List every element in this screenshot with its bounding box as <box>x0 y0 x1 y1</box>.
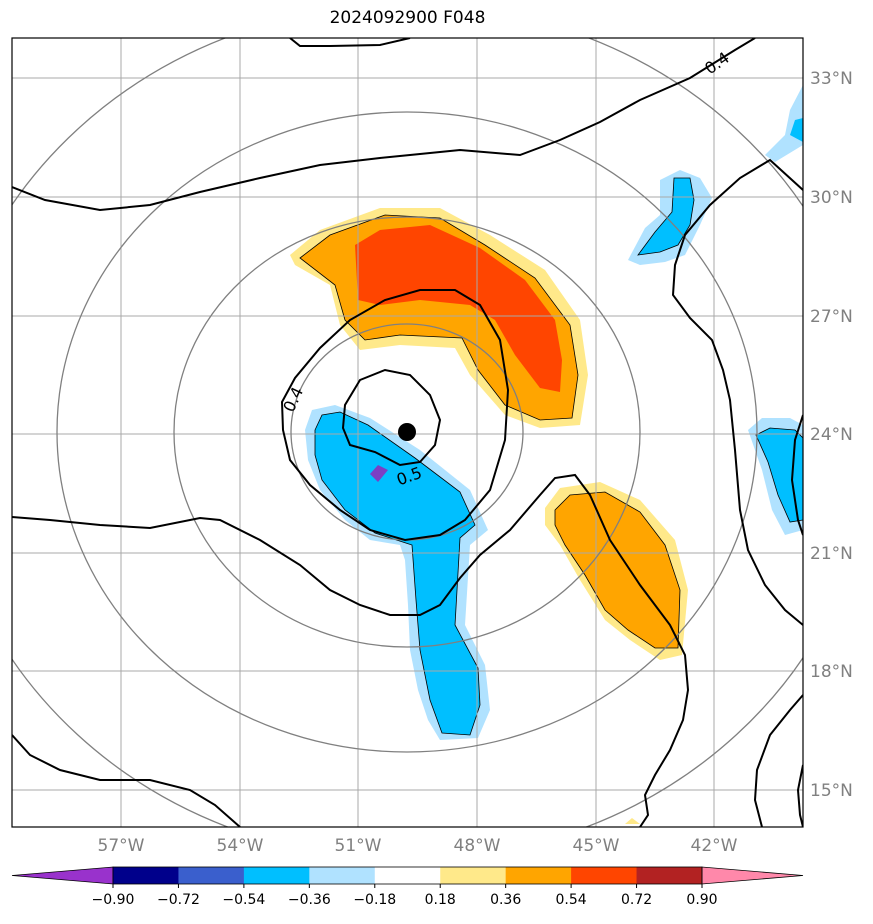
colorbar-tick-label: 0.72 <box>621 892 652 908</box>
latitude-labels: 33°N 30°N 27°N 24°N 21°N 18°N 15°N <box>810 69 853 801</box>
lat-label: 21°N <box>810 544 853 564</box>
colorbar-segment <box>178 867 245 884</box>
colorbar-segment <box>113 867 179 884</box>
colorbar-outline <box>112 866 703 885</box>
colorbar-tick-label: 0.90 <box>686 892 717 908</box>
lon-label: 54°W <box>217 836 264 856</box>
colorbar-tick-label: 0.36 <box>490 892 521 908</box>
colorbar-segment <box>243 867 310 884</box>
map-panel: 0.4 0.4 0.5 <box>12 38 803 827</box>
colorbar-segment <box>440 867 507 884</box>
lon-label: 57°W <box>98 836 145 856</box>
lat-label: 33°N <box>810 69 853 89</box>
colorbar-segment <box>505 867 572 884</box>
colorbar-extend-low <box>11 866 114 885</box>
range-rings <box>12 38 803 827</box>
positive-anomaly-north <box>290 208 588 428</box>
lon-label: 48°W <box>454 836 501 856</box>
lon-label: 51°W <box>335 836 382 856</box>
colorbar: −0.90 −0.72 −0.54 −0.36 −0.18 0.18 0.36 0.54 0.7… <box>11 866 804 908</box>
positive-anomaly-southeast <box>545 482 688 824</box>
colorbar-tick-label: −0.18 <box>353 892 396 908</box>
colorbar-segment <box>571 867 638 884</box>
lon-label: 45°W <box>573 836 620 856</box>
contour-label: 0.4 <box>279 384 307 415</box>
colorbar-segment <box>309 867 376 884</box>
colorbar-tick-label: 0.54 <box>556 892 587 908</box>
contour-lines <box>12 38 803 827</box>
lat-label: 15°N <box>810 781 853 801</box>
colorbar-segment <box>636 867 703 884</box>
lat-label: 30°N <box>810 188 853 208</box>
colorbar-tick-label: −0.54 <box>222 892 265 908</box>
colorbar-tick-label: −0.36 <box>288 892 331 908</box>
map-frame <box>11 37 804 828</box>
colorbar-tick-label: 0.18 <box>425 892 456 908</box>
map-title: 2024092900 F048 <box>329 8 486 28</box>
graticule <box>12 38 803 827</box>
colorbar-tick-label: −0.72 <box>157 892 200 908</box>
longitude-labels: 57°W 54°W 51°W 48°W 45°W 42°W <box>98 836 738 856</box>
lat-label: 24°N <box>810 425 853 445</box>
lon-label: 42°W <box>691 836 738 856</box>
lat-label: 18°N <box>810 662 853 682</box>
storm-center-marker <box>398 423 416 441</box>
colorbar-segment <box>374 867 441 884</box>
lat-label: 27°N <box>810 307 853 327</box>
negative-anomaly-core <box>305 405 490 740</box>
contour-label: 0.4 <box>701 48 733 78</box>
colorbar-tick-label: −0.90 <box>92 892 135 908</box>
colorbar-extend-high <box>701 866 804 885</box>
